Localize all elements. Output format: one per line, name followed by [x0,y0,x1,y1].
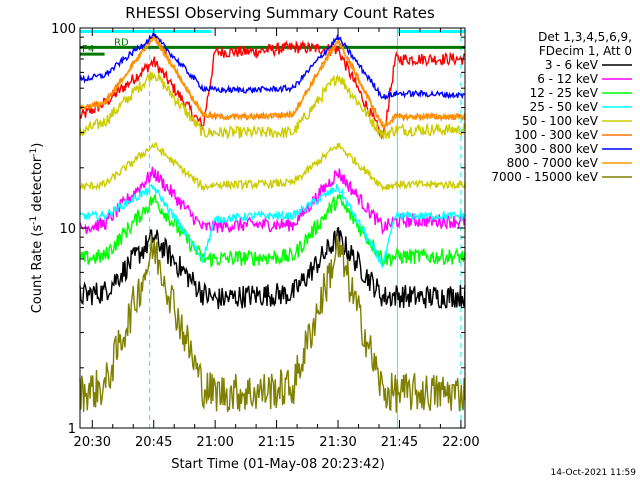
y-tick-label-1: 10 [59,222,76,237]
plot-area: RD P4 [79,28,466,428]
x-tick-label-0: 20:30 [74,435,111,450]
legend-label-8: 7000 - 15000 keV [491,170,598,184]
axes: 1 10 100 20:30 20:45 21:00 21:15 21:30 21:45 22:0… [51,22,479,450]
series-line-2 [79,193,466,269]
series-line-0 [79,226,466,310]
series-line-1 [79,166,466,236]
y-axis-label-tail: detector [30,156,45,216]
y-tick-label-0: 1 [68,422,76,437]
legend-label-0: 3 - 6 keV [545,58,599,72]
legend-label-1: 6 - 12 keV [537,72,599,86]
extra-series-line-1 [79,71,466,140]
legend-header-line-2: FDecim 1, Att 0 [539,44,632,58]
x-axis-label: Start Time (01-May-08 20:23:42) [171,457,385,472]
flag-label-1: P4 [82,44,94,55]
series-line-6 [79,32,466,100]
y-axis-label-end: ) [30,143,45,148]
series-line-8 [79,235,466,413]
legend-header-line-1: Det 1,3,4,5,6,9, [538,30,632,44]
legend-label-5: 100 - 300 keV [514,128,598,142]
chart-title: RHESSI Observing Summary Count Rates [125,4,435,22]
legend-label-3: 25 - 50 keV [530,100,599,114]
y-axis-label-sup-2: -1 [29,148,39,157]
x-tick-label-6: 22:00 [442,435,479,450]
legend: Det 1,3,4,5,6,9, FDecim 1, Att 0 3 - 6 k… [491,30,632,184]
x-tick-label-1: 20:45 [135,435,172,450]
series-line-3 [79,183,466,269]
y-tick-label-2: 100 [51,22,76,37]
flag-label-0: RD [114,37,129,48]
x-tick-label-3: 21:15 [258,435,295,450]
extra-series-line-0 [79,39,466,140]
legend-label-2: 12 - 25 keV [530,86,599,100]
x-tick-label-5: 21:45 [381,435,418,450]
timestamp: 14-Oct-2021 11:59 [551,468,637,478]
x-tick-label-4: 21:30 [319,435,356,450]
legend-label-6: 300 - 800 keV [514,142,598,156]
legend-label-4: 50 - 100 keV [522,114,599,128]
x-tick-label-2: 21:00 [196,435,233,450]
series-line-4 [79,142,466,192]
y-axis-label-sup: -1 [29,216,39,225]
y-axis-label-head: Count Rate (s [30,225,45,314]
y-axis-label: Count Rate (s-1 detector-1) [29,143,45,314]
legend-label-7: 800 - 7000 keV [507,156,599,170]
series-line-7 [79,35,466,129]
